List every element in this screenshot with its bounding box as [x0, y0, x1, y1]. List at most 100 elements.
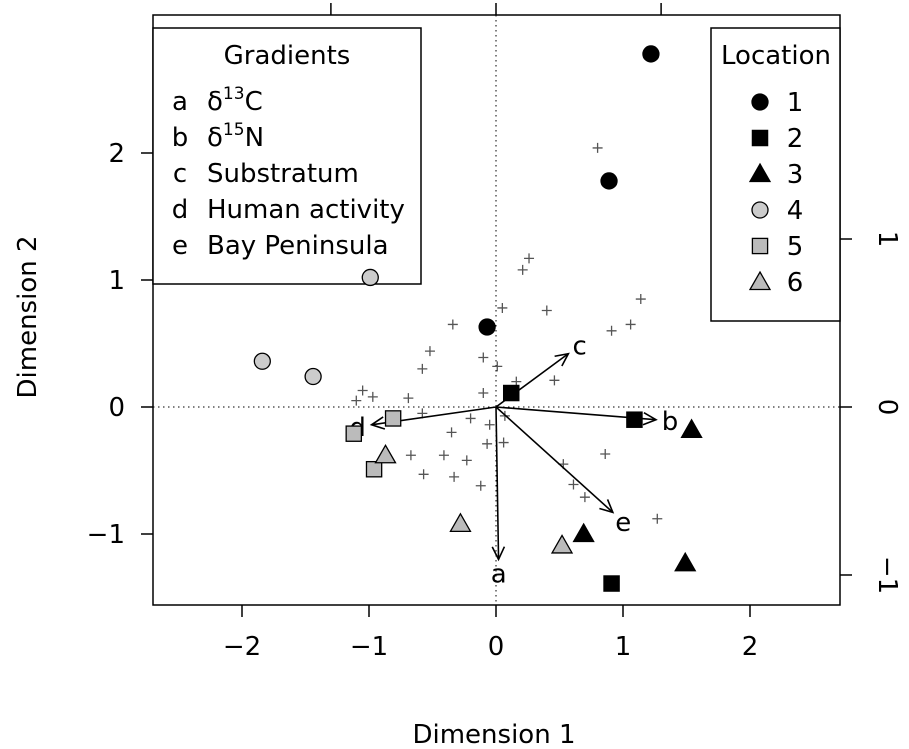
y-tick-label: 2	[108, 139, 125, 169]
location-legend-title: Location	[721, 41, 831, 71]
species-plus-mark	[405, 450, 416, 461]
species-plus-mark	[549, 375, 560, 386]
species-plus-mark	[367, 391, 378, 402]
species-plus-mark	[579, 492, 590, 503]
gradient-label-c: Substratum	[207, 159, 359, 189]
species-plus-mark	[568, 479, 579, 490]
right-tick-label: 1	[872, 231, 902, 248]
legend-marker-2	[751, 129, 769, 147]
x-tick-label: 0	[488, 632, 505, 662]
location-2-square-point	[626, 411, 643, 428]
location-1-circle-point	[600, 172, 618, 190]
y-tick-label: 0	[108, 393, 125, 423]
gradient-vector-arrowhead-b	[642, 411, 658, 426]
species-plus-mark	[357, 385, 368, 396]
species-plus-mark	[461, 455, 472, 466]
legend-marker-5	[751, 237, 769, 255]
location-3-triangle-point	[572, 522, 595, 543]
species-plus-mark	[417, 408, 428, 419]
legend-marker-4	[751, 201, 769, 219]
gradient-vector-arrowhead-e	[599, 499, 615, 514]
species-plus-mark	[465, 413, 476, 424]
species-plus-mark	[635, 294, 646, 305]
x-tick-label: 1	[615, 632, 632, 662]
gradient-vector-arrowhead-a	[491, 546, 506, 562]
location-4-circle-point	[361, 268, 379, 287]
location-5-square-point	[345, 425, 363, 442]
location-4-circle-point	[253, 352, 271, 370]
gradient-label-d: Human activity	[207, 195, 405, 225]
legend-label-2: 2	[787, 124, 804, 154]
y-tick-label: −1	[87, 520, 125, 550]
location-1-circle-point	[478, 318, 496, 336]
location-6-triangle-point	[374, 443, 397, 464]
gradient-vector-e	[495, 406, 614, 514]
gradients-legend: Gradients a δ13C b δ15N c Substratum d Human ac…	[152, 27, 422, 285]
gradient-vector-a	[495, 406, 500, 560]
legend-label-3: 3	[787, 160, 804, 190]
right-tick-label: 0	[872, 399, 902, 416]
species-plus-mark	[424, 346, 435, 357]
gradient-vector-arrowhead-d	[369, 416, 386, 430]
gradient-key-a: a	[172, 87, 188, 117]
location-legend-box	[710, 27, 841, 322]
species-plus-mark	[652, 513, 663, 524]
location-5-square-point	[365, 460, 383, 478]
location-2-square-point	[502, 384, 520, 402]
gradient-label-b: δ15N	[207, 120, 264, 153]
gradient-key-d: d	[172, 195, 189, 225]
species-plus-mark	[447, 319, 458, 330]
legend-label-5: 5	[787, 232, 804, 262]
gradient-key-c: c	[173, 159, 187, 189]
location-2-square-point	[603, 575, 620, 592]
species-plus-mark	[438, 450, 449, 461]
right-tick-label: −1	[872, 556, 902, 594]
legend-marker-6	[748, 270, 772, 291]
legend-marker-1	[751, 93, 769, 111]
species-plus-mark	[592, 142, 603, 153]
species-plus-mark	[482, 438, 493, 449]
species-plus-mark	[517, 264, 528, 275]
x-tick-label: −1	[350, 632, 388, 662]
location-3-triangle-point	[674, 551, 697, 572]
location-6-triangle-point	[449, 512, 472, 532]
legend-label-6: 6	[787, 268, 804, 298]
species-plus-mark	[478, 388, 489, 399]
location-legend: Location 1 2 3 4 5 6	[710, 27, 841, 322]
species-plus-mark	[449, 471, 460, 482]
species-plus-mark	[484, 419, 495, 430]
location-5-square-point	[384, 410, 402, 427]
species-plus-mark	[606, 325, 617, 336]
species-plus-mark	[478, 352, 489, 363]
legend-label-1: 1	[787, 88, 804, 118]
location-1-circle-point	[642, 45, 660, 63]
species-plus-mark	[492, 361, 503, 372]
location-3-triangle-point	[680, 418, 703, 439]
species-plus-mark	[403, 393, 414, 404]
species-plus-mark	[498, 437, 509, 448]
gradient-key-e: e	[172, 231, 188, 261]
gradient-vector-label-e: e	[615, 508, 631, 538]
species-plus-mark	[600, 448, 611, 459]
gradient-vector-arrowhead-c	[554, 352, 570, 367]
gradient-label-a: δ13C	[207, 84, 263, 117]
legend-marker-3	[748, 162, 772, 183]
x-tick-label: 2	[742, 632, 759, 662]
species-plus-mark	[417, 363, 428, 374]
gradients-legend-title: Gradients	[224, 41, 351, 71]
gradients-legend-box	[152, 27, 422, 285]
species-plus-mark	[497, 302, 508, 313]
location-4-circle-point	[304, 367, 322, 386]
gradient-label-e: Bay Peninsula	[207, 231, 389, 261]
gradient-vector-label-c: c	[573, 331, 587, 361]
gradient-vector-label-b: b	[662, 407, 679, 437]
y-tick-label: 1	[108, 266, 125, 296]
species-plus-mark	[625, 319, 636, 330]
location-6-triangle-point	[550, 534, 574, 554]
species-plus-mark	[418, 469, 429, 480]
species-plus-mark	[446, 427, 457, 438]
species-plus-mark	[524, 253, 535, 264]
x-tick-label: −2	[223, 632, 261, 662]
legend-label-4: 4	[787, 196, 804, 226]
gradient-vector-label-a: a	[491, 559, 507, 589]
